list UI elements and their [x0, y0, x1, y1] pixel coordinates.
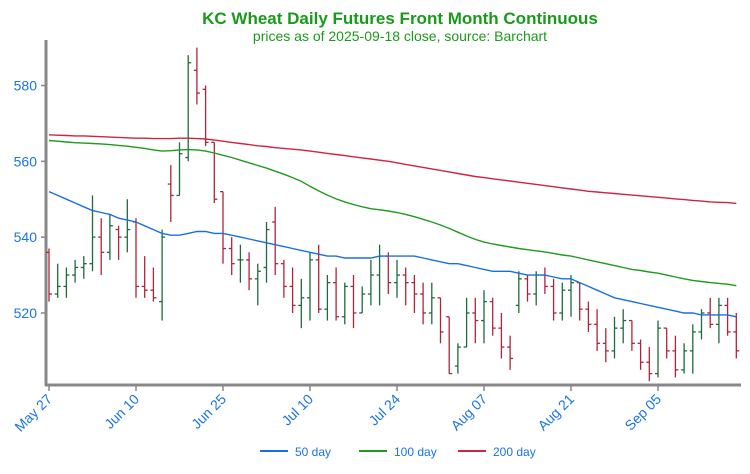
x-tick-label: Jul 10: [278, 391, 316, 429]
y-tick-label: 540: [14, 229, 38, 245]
legend-label: 100 day: [394, 445, 437, 459]
y-tick-label: 560: [14, 153, 38, 169]
legend-label: 50 day: [295, 445, 331, 459]
chart-title: KC Wheat Daily Futures Front Month Conti…: [202, 9, 598, 28]
x-tick-label: May 27: [11, 391, 55, 435]
y-tick-label: 520: [14, 305, 38, 321]
y-tick-label: 580: [14, 77, 38, 93]
x-tick-label: Aug 21: [534, 391, 577, 434]
moving-average-line: [48, 139, 737, 287]
x-tick-label: Jun 10: [101, 391, 142, 432]
x-tick-label: Sep 05: [621, 391, 664, 434]
x-tick-label: Aug 07: [447, 391, 490, 434]
legend-label: 200 day: [493, 445, 536, 459]
x-tick-label: Jun 25: [188, 391, 229, 432]
chart-subtitle: prices as of 2025-09-18 close, source: B…: [253, 28, 547, 44]
x-tick-label: Jul 24: [365, 391, 403, 429]
moving-average-line: [48, 190, 737, 318]
moving-average-line: [48, 134, 737, 205]
